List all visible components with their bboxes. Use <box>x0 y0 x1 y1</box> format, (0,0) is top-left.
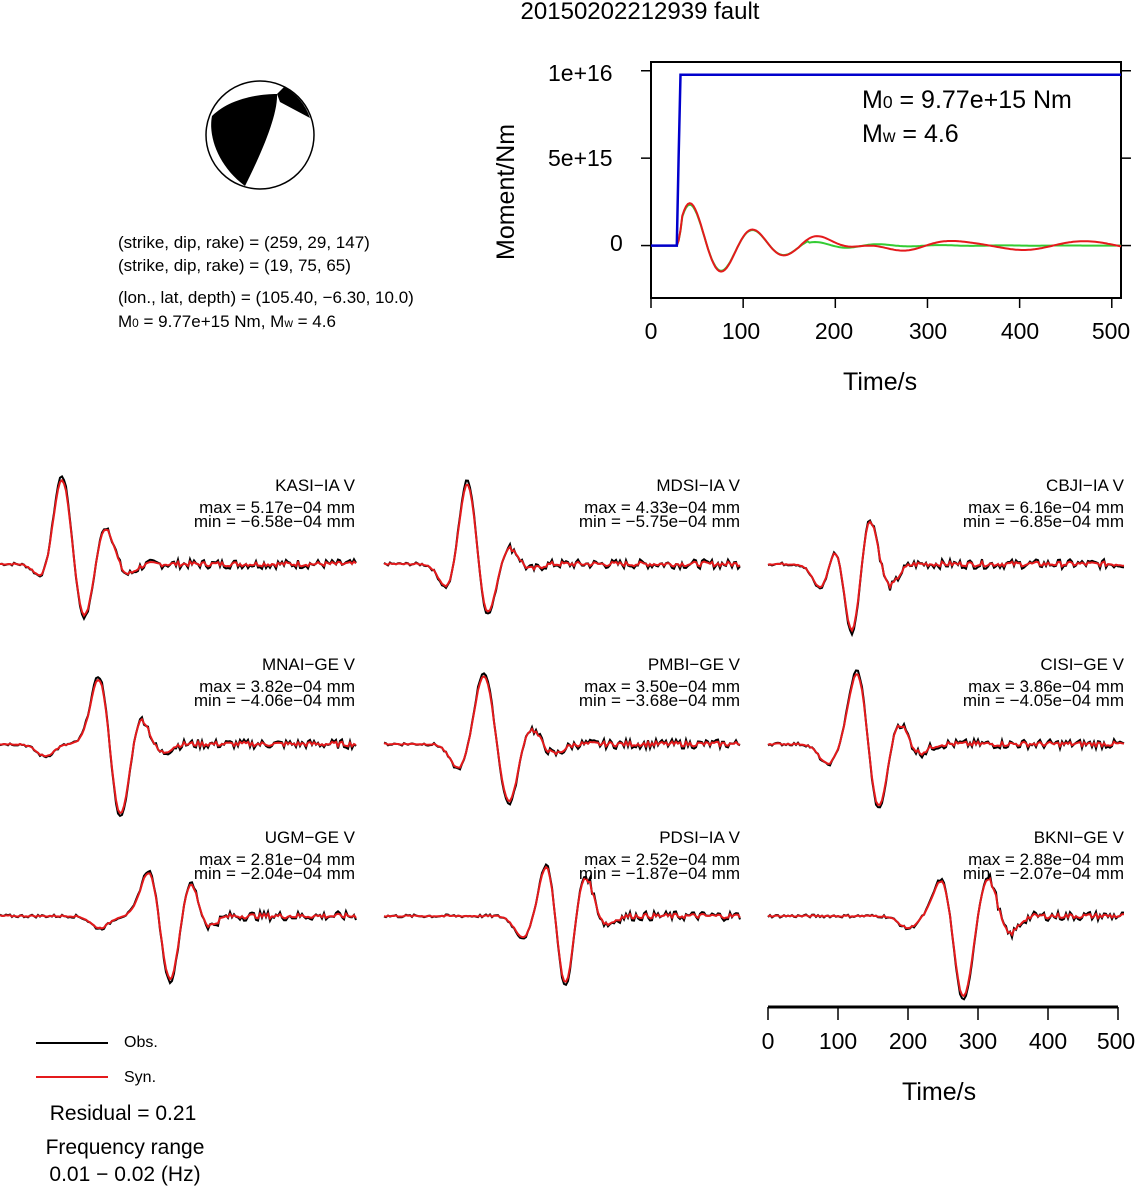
syn-trace <box>383 865 741 984</box>
moment-ylabel: Moment/Nm <box>492 123 520 260</box>
station-min: min = −6.85e−04 mm <box>962 512 1124 531</box>
moment-ytick-3: 0 <box>610 230 623 256</box>
station-name: KASI−IA V <box>275 476 355 495</box>
syn-trace <box>767 876 1124 998</box>
moment-annot-m0: M0 = 9.77e+15 Nm <box>862 86 1072 114</box>
wave-xtick: 100 <box>818 1028 858 1054</box>
wave-xtick: 200 <box>888 1028 928 1054</box>
station-min: min = −5.75e−04 mm <box>578 512 740 531</box>
station-max: max = 3.86e−04 mm <box>968 677 1124 696</box>
focal-info-line2: (strike, dip, rake) = (19, 75, 65) <box>118 256 351 275</box>
syn-trace <box>0 678 357 815</box>
station-max: max = 3.82e−04 mm <box>199 677 355 696</box>
station-max: max = 4.33e−04 mm <box>584 498 740 517</box>
stf-green-line <box>651 203 1121 272</box>
moment-plot-frame <box>650 61 1122 299</box>
station-min: min = −3.68e−04 mm <box>578 691 740 710</box>
beachball-icon <box>205 80 315 190</box>
syn-trace <box>383 674 741 803</box>
station-max: max = 5.17e−04 mm <box>199 498 355 517</box>
focal-info-moment: M0 = 9.77e+15 Nm, Mw = 4.6 <box>118 312 336 331</box>
moment-xtick: 300 <box>908 318 948 344</box>
station-min: min = −6.58e−04 mm <box>193 512 355 531</box>
moment-ytick-2: 5e+15 <box>548 145 613 171</box>
wave-xtick: 500 <box>1096 1028 1136 1054</box>
station-name: CBJI−IA V <box>1046 476 1124 495</box>
waveform-panels <box>0 474 1125 1001</box>
wave-xlabel: Time/s <box>902 1078 977 1106</box>
chart-title: 20150202212939 fault <box>520 0 760 25</box>
station-min: min = −4.05e−04 mm <box>962 691 1124 710</box>
wave-xtick: 400 <box>1028 1028 1068 1054</box>
moment-xlabel: Time/s <box>843 368 918 396</box>
frequency-value: 0.01 − 0.02 (Hz) <box>49 1163 201 1186</box>
station-name: UGM−GE V <box>264 828 355 847</box>
stf-red-line <box>651 202 1122 273</box>
syn-trace <box>383 483 741 613</box>
syn-trace <box>767 520 1125 633</box>
focal-info-line3: (lon., lat, depth) = (105.40, −6.30, 10.… <box>118 288 414 307</box>
moment-plot <box>641 61 1131 308</box>
moment-xtick: 200 <box>814 318 854 344</box>
station-min: min = −1.87e−04 mm <box>578 864 740 883</box>
obs-trace <box>0 869 357 985</box>
station-name: PMBI−GE V <box>647 655 740 674</box>
station-max: max = 2.52e−04 mm <box>584 850 740 869</box>
syn-trace <box>0 478 357 618</box>
station-name: MNAI−GE V <box>261 655 355 674</box>
station-max: max = 6.16e−04 mm <box>968 498 1124 517</box>
station-name: BKNI−GE V <box>1033 828 1124 847</box>
station-name: CISI−GE V <box>1040 655 1124 674</box>
station-max: max = 3.50e−04 mm <box>584 677 740 696</box>
station-min: min = −2.04e−04 mm <box>193 864 355 883</box>
wave-xtick: 300 <box>958 1028 998 1054</box>
obs-trace <box>767 519 1125 638</box>
moment-ytick-1: 1e+16 <box>548 60 613 86</box>
station-min: min = −2.07e−04 mm <box>962 864 1124 883</box>
moment-curve <box>651 73 1121 247</box>
moment-xtick: 100 <box>721 318 761 344</box>
focal-info-line1: (strike, dip, rake) = (259, 29, 147) <box>118 233 370 252</box>
moment-xtick: 400 <box>1000 318 1040 344</box>
wave-xtick: 0 <box>761 1028 775 1054</box>
station-max: max = 2.88e−04 mm <box>968 850 1124 869</box>
station-name: MDSI−IA V <box>656 476 740 495</box>
legend-obs-label: Obs. <box>124 1034 158 1051</box>
wave-time-axis <box>767 1005 1119 1020</box>
station-min: min = −4.06e−04 mm <box>193 691 355 710</box>
moment-xtick: 0 <box>644 318 658 344</box>
syn-trace <box>767 673 1125 806</box>
moment-annot-mw: Mw = 4.6 <box>862 120 959 148</box>
moment-xtick: 500 <box>1091 318 1131 344</box>
syn-trace <box>0 872 357 982</box>
station-max: max = 2.81e−04 mm <box>199 850 355 869</box>
legend-lines <box>36 1042 108 1078</box>
legend-syn-label: Syn. <box>124 1069 157 1086</box>
frequency-label: Frequency range <box>45 1136 205 1159</box>
residual-text: Residual = 0.21 <box>49 1102 197 1125</box>
station-name: PDSI−IA V <box>659 828 740 847</box>
